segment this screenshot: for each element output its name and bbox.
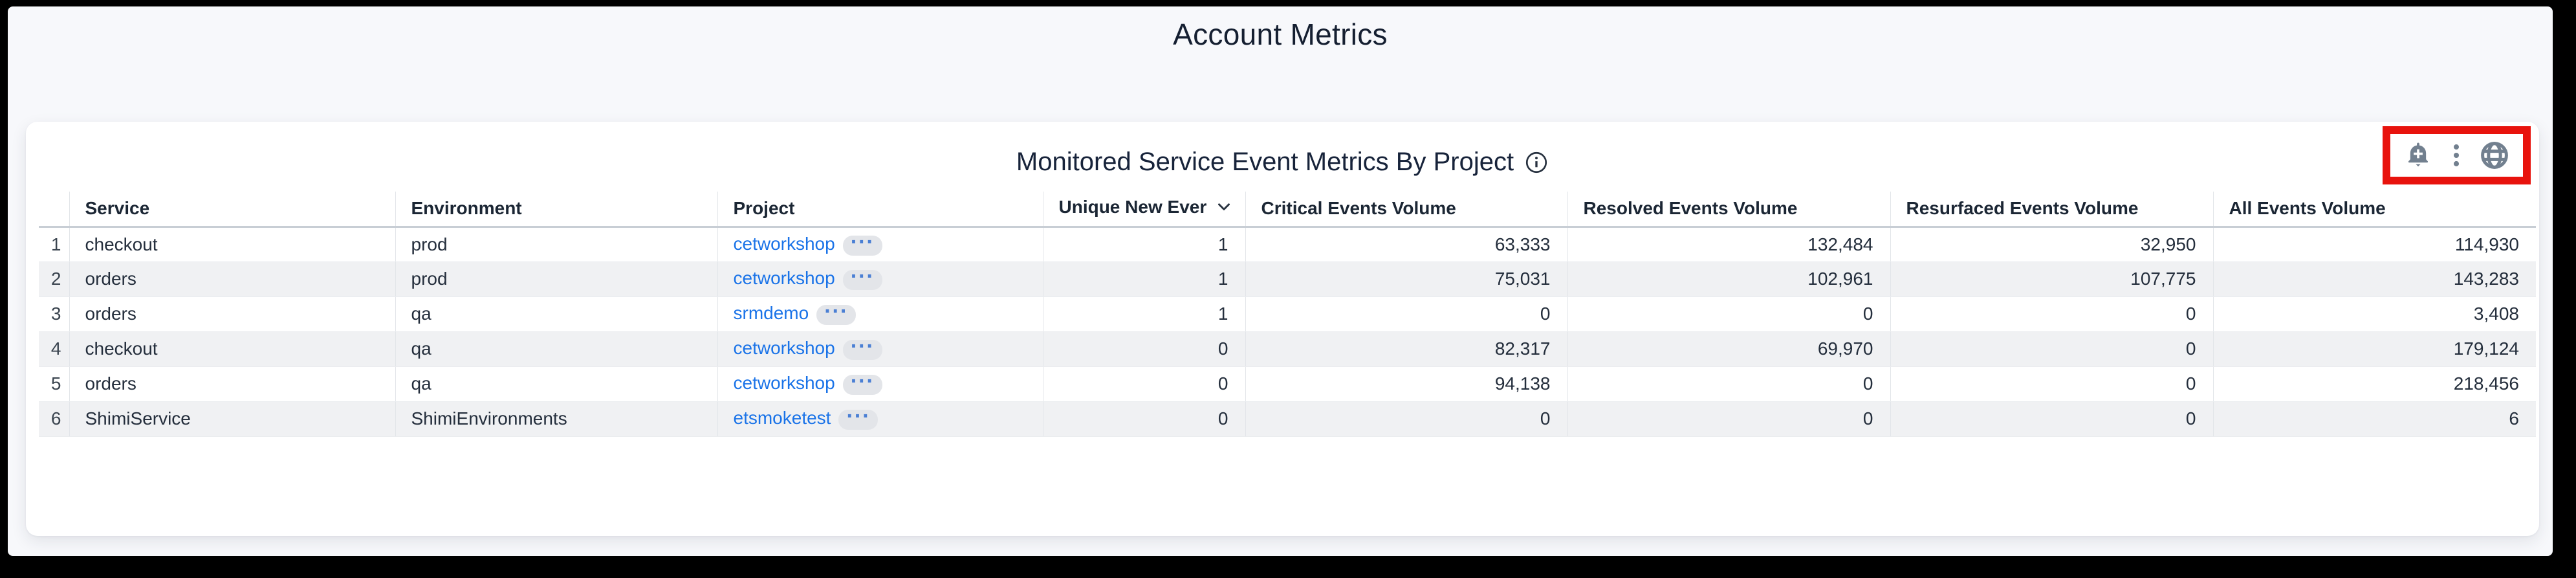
header-environment[interactable]: Environment [395,192,717,228]
table-row: 2 orders prod cetworkshop 1 75,031 102,9… [39,261,2536,297]
table-row: 3 orders qa srmdemo 1 0 0 0 3,408 [39,296,2536,332]
cell-unique-new-ever: 0 [1042,331,1245,367]
cell-service: orders [69,261,395,297]
row-index: 4 [39,331,69,367]
cell-resurfaced-events: 0 [1890,401,2213,437]
sort-desc-chevron-icon [1214,200,1234,220]
header-unique-new[interactable]: Unique New Ever [1042,192,1245,228]
cell-resurfaced-events: 32,950 [1890,227,2213,262]
project-link[interactable]: cetworkshop [733,373,835,393]
info-icon[interactable] [1524,151,1549,181]
globe-icon[interactable] [2479,140,2510,171]
project-link[interactable]: cetworkshop [733,268,835,288]
header-service[interactable]: Service [69,192,395,228]
project-link[interactable]: cetworkshop [733,338,835,358]
cell-all-events: 114,930 [2212,227,2536,262]
cell-resolved-events: 0 [1567,366,1890,402]
cell-all-events: 3,408 [2212,296,2536,332]
cell-project: cetworkshop [717,331,1043,367]
cell-environment: qa [395,296,717,332]
cell-all-events: 143,283 [2212,261,2536,297]
cell-resurfaced-events: 107,775 [1890,261,2213,297]
project-link[interactable]: cetworkshop [733,233,835,254]
row-index: 3 [39,296,69,332]
panel-title-row: Monitored Service Event Metrics By Proje… [26,148,2539,181]
dashboard-page: Account Metrics Monitored Service Event … [8,6,2553,556]
header-all-events[interactable]: All Events Volume [2212,192,2536,228]
cell-project: etsmoketest [717,401,1043,437]
cell-environment: prod [395,261,717,297]
panel-title: Monitored Service Event Metrics By Proje… [1016,148,1514,176]
cell-resolved-events: 132,484 [1567,227,1890,262]
cell-critical-events: 94,138 [1245,366,1567,402]
cell-unique-new-ever: 0 [1042,401,1245,437]
cell-all-events: 6 [2212,401,2536,437]
table-row: 1 checkout prod cetworkshop 1 63,333 132… [39,227,2536,262]
row-index: 6 [39,401,69,437]
cell-service: checkout [69,227,395,262]
project-more-icon[interactable] [842,235,882,256]
table-header-row: Service Environment Project Unique New E… [39,192,2536,228]
metrics-table: Service Environment Project Unique New E… [39,192,2536,437]
table-row: 6 ShimiService ShimiEnvironments etsmoke… [39,401,2536,437]
project-more-icon[interactable] [842,340,882,360]
header-project[interactable]: Project [717,192,1043,228]
project-more-icon[interactable] [842,270,882,290]
cell-service: orders [69,296,395,332]
header-resurfaced-events[interactable]: Resurfaced Events Volume [1890,192,2213,228]
annotation-highlight [2383,126,2531,184]
table-row: 4 checkout qa cetworkshop 0 82,317 69,97… [39,331,2536,367]
cell-project: cetworkshop [717,227,1043,262]
cell-resolved-events: 0 [1567,296,1890,332]
cell-critical-events: 0 [1245,296,1567,332]
cell-service: orders [69,366,395,402]
cell-unique-new-ever: 0 [1042,366,1245,402]
project-more-icon[interactable] [842,375,882,395]
cell-all-events: 179,124 [2212,331,2536,367]
cell-critical-events: 63,333 [1245,227,1567,262]
cell-unique-new-ever: 1 [1042,296,1245,332]
cell-project: srmdemo [717,296,1043,332]
cell-environment: prod [395,227,717,262]
metrics-panel: Monitored Service Event Metrics By Proje… [26,122,2539,536]
project-link[interactable]: etsmoketest [733,408,831,428]
header-resolved-events[interactable]: Resolved Events Volume [1567,192,1890,228]
cell-project: cetworkshop [717,366,1043,402]
row-index: 5 [39,366,69,402]
row-index: 2 [39,261,69,297]
cell-unique-new-ever: 1 [1042,227,1245,262]
cell-resolved-events: 0 [1567,401,1890,437]
cell-environment: ShimiEnvironments [395,401,717,437]
header-row-index [39,192,69,228]
project-more-icon[interactable] [816,305,857,325]
row-index: 1 [39,227,69,262]
cell-critical-events: 0 [1245,401,1567,437]
cell-service: ShimiService [69,401,395,437]
cell-all-events: 218,456 [2212,366,2536,402]
table-row: 5 orders qa cetworkshop 0 94,138 0 0 218… [39,366,2536,402]
cell-resurfaced-events: 0 [1890,296,2213,332]
cell-environment: qa [395,366,717,402]
cell-project: cetworkshop [717,261,1043,297]
cell-critical-events: 82,317 [1245,331,1567,367]
kebab-menu-icon[interactable] [2443,140,2470,170]
project-more-icon[interactable] [838,410,879,430]
project-link[interactable]: srmdemo [733,303,809,323]
header-critical-events[interactable]: Critical Events Volume [1245,192,1567,228]
cell-resolved-events: 102,961 [1567,261,1890,297]
page-title: Account Metrics [1173,17,1388,51]
cell-service: checkout [69,331,395,367]
cell-resurfaced-events: 0 [1890,366,2213,402]
cell-critical-events: 75,031 [1245,261,1567,297]
cell-resolved-events: 69,970 [1567,331,1890,367]
add-alert-bell-icon[interactable] [2403,140,2433,170]
cell-resurfaced-events: 0 [1890,331,2213,367]
cell-environment: qa [395,331,717,367]
cell-unique-new-ever: 1 [1042,261,1245,297]
